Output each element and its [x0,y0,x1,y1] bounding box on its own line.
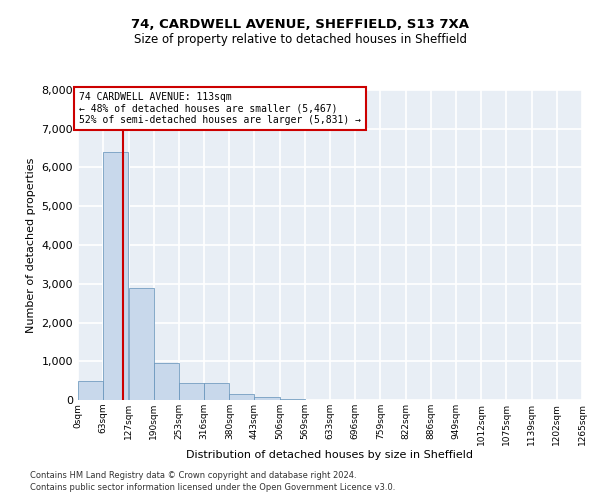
Bar [128,288,154,400]
Y-axis label: Number of detached properties: Number of detached properties [26,158,36,332]
Bar [254,397,280,400]
Bar [229,394,254,400]
Text: Contains public sector information licensed under the Open Government Licence v3: Contains public sector information licen… [30,484,395,492]
Bar [280,399,305,400]
Text: Contains HM Land Registry data © Crown copyright and database right 2024.: Contains HM Land Registry data © Crown c… [30,471,356,480]
Bar [204,384,229,400]
Text: Size of property relative to detached houses in Sheffield: Size of property relative to detached ho… [133,32,467,46]
Bar [78,381,103,400]
X-axis label: Distribution of detached houses by size in Sheffield: Distribution of detached houses by size … [187,450,473,460]
Bar [179,384,204,400]
Text: 74 CARDWELL AVENUE: 113sqm
← 48% of detached houses are smaller (5,467)
52% of s: 74 CARDWELL AVENUE: 113sqm ← 48% of deta… [79,92,361,125]
Bar [154,363,179,400]
Text: 74, CARDWELL AVENUE, SHEFFIELD, S13 7XA: 74, CARDWELL AVENUE, SHEFFIELD, S13 7XA [131,18,469,30]
Bar [103,152,128,400]
